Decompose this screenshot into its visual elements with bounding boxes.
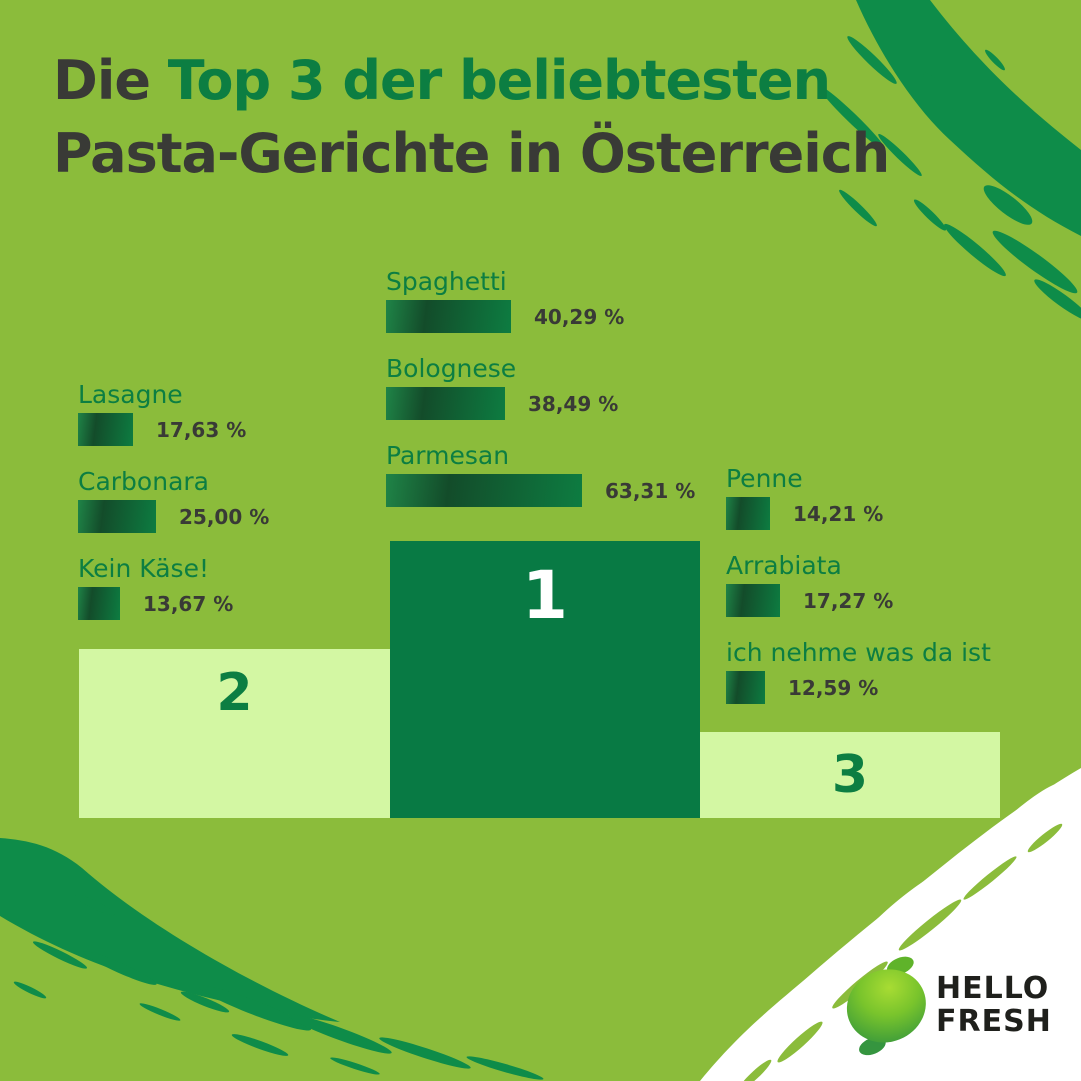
dish-value: 14,21 % <box>793 501 884 526</box>
page-title: Die Top 3 der beliebtesten Pasta-Gericht… <box>53 44 890 190</box>
dish-value: 17,27 % <box>803 588 894 613</box>
dish-bar <box>78 413 133 446</box>
bar-row: 17,27 % <box>726 584 991 617</box>
stat-item: Penne 14,21 % <box>726 463 991 530</box>
bar-row: 25,00 % <box>78 500 269 533</box>
dish-label: Carbonara <box>78 467 209 496</box>
stat-item: Arrabiata 17,27 % <box>726 550 991 617</box>
stat-item: Lasagne 17,63 % <box>78 379 269 446</box>
podium-rank-label: 1 <box>522 557 568 634</box>
bar-row: 12,59 % <box>726 671 991 704</box>
bar-row: 17,63 % <box>78 413 269 446</box>
dish-value: 17,63 % <box>156 417 247 442</box>
bar-row: 38,49 % <box>386 387 695 420</box>
dish-bar <box>386 387 505 420</box>
stat-group-rank2: Lasagne 17,63 % Carbonara 25,00 % Kein K… <box>78 379 269 640</box>
dish-bar <box>726 497 770 530</box>
dish-value: 13,67 % <box>143 591 234 616</box>
title-prefix: Die <box>53 49 168 112</box>
stat-item: Bolognese 38,49 % <box>386 353 695 420</box>
dish-bar <box>386 300 511 333</box>
bar-row: 63,31 % <box>386 474 695 507</box>
stat-item: Kein Käse! 13,67 % <box>78 553 269 620</box>
dish-value: 40,29 % <box>534 304 625 329</box>
title-line2: Pasta-Gerichte in Österreich <box>53 122 890 185</box>
dish-label: Arrabiata <box>726 551 842 580</box>
bar-row: 14,21 % <box>726 497 991 530</box>
hellofresh-wordmark: HELLO FRESH <box>936 972 1052 1038</box>
stat-item: ich nehme was da ist 12,59 % <box>726 637 991 704</box>
title-highlight: Top 3 der beliebtesten <box>167 49 831 112</box>
dish-bar <box>78 500 156 533</box>
dish-label: Parmesan <box>386 441 510 470</box>
logo-line1: HELLO <box>936 971 1050 1006</box>
podium-rank-label: 2 <box>216 663 253 723</box>
dish-bar <box>726 671 765 704</box>
podium-second-place: 2 <box>79 649 390 818</box>
dish-value: 38,49 % <box>528 391 619 416</box>
stat-item: Spaghetti 40,29 % <box>386 266 695 333</box>
stat-item: Parmesan 63,31 % <box>386 440 695 507</box>
dish-label: Penne <box>726 464 803 493</box>
stat-group-rank3: Penne 14,21 % Arrabiata 17,27 % ich nehm… <box>726 463 991 724</box>
stat-group-rank1: Spaghetti 40,29 % Bolognese 38,49 % Parm… <box>386 266 695 527</box>
logo-line2: FRESH <box>936 1004 1052 1039</box>
bar-row: 40,29 % <box>386 300 695 333</box>
podium-third-place: 3 <box>700 732 1000 818</box>
dish-bar <box>386 474 582 507</box>
dish-bar <box>78 587 120 620</box>
dish-label: Kein Käse! <box>78 554 209 583</box>
dish-label: Spaghetti <box>386 267 507 296</box>
podium-rank-label: 3 <box>831 745 869 805</box>
dish-value: 63,31 % <box>605 478 696 503</box>
podium-first-place: 1 <box>390 541 700 818</box>
dish-label: Lasagne <box>78 380 183 409</box>
dish-bar <box>726 584 780 617</box>
bar-row: 13,67 % <box>78 587 269 620</box>
dish-label: ich nehme was da ist <box>726 638 991 667</box>
dish-label: Bolognese <box>386 354 517 383</box>
stat-item: Carbonara 25,00 % <box>78 466 269 533</box>
dish-value: 12,59 % <box>788 675 879 700</box>
dish-value: 25,00 % <box>179 504 270 529</box>
